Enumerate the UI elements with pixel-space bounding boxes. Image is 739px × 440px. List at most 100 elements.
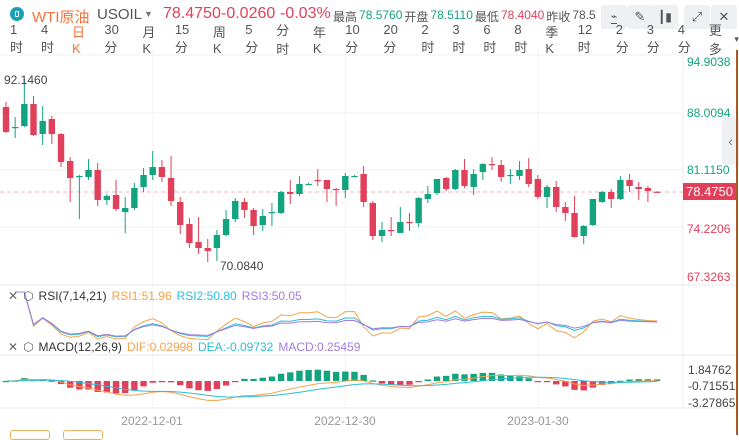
candle-body [562, 206, 569, 213]
settings-icon[interactable]: ⬡ [23, 289, 34, 303]
macd-histogram-bar [167, 381, 175, 383]
indicator-button[interactable]: ⌁ [601, 5, 627, 29]
candle-body [30, 103, 37, 136]
candle-body [635, 186, 642, 189]
macd-histogram-bar [387, 381, 395, 386]
chevron-down-icon: ▾ [734, 33, 739, 44]
candle-body [21, 103, 28, 127]
macd-histogram-bar [94, 381, 101, 392]
chevron-down-icon[interactable]: ▼ [144, 9, 153, 19]
candle-body [296, 183, 303, 194]
min-price-label: 70.0840 [220, 259, 264, 273]
candle-body [85, 169, 92, 177]
candle-body [406, 222, 413, 224]
tab-4[interactable]: 月K [142, 25, 156, 56]
bottom-button[interactable] [10, 430, 50, 440]
macd-histogram-bar [85, 381, 92, 390]
tab-8[interactable]: 分时 [276, 23, 290, 57]
macd-histogram-bar [112, 381, 120, 394]
tab-6[interactable]: 周K [212, 25, 226, 56]
macd-histogram-bar [177, 381, 184, 386]
macd-histogram-bar [342, 371, 349, 381]
macd-histogram-bar [241, 378, 248, 381]
tab-11[interactable]: 20分 [383, 22, 398, 55]
tab-19[interactable]: 3分 [646, 22, 660, 55]
stat-low: 78.4040 [500, 8, 545, 22]
candle-body [177, 201, 184, 226]
candle-body [287, 191, 294, 194]
tab-12[interactable]: 2时 [421, 22, 435, 55]
expand-button[interactable]: ⤢ [684, 5, 710, 29]
tab-18[interactable]: 2分 [615, 22, 629, 55]
expand-icon: ⤢ [691, 9, 703, 24]
price-change-pct: -0.03% [280, 5, 331, 22]
candle-body [598, 191, 606, 202]
candle-body [360, 173, 367, 202]
macd-histogram-bar [259, 377, 266, 381]
macd-histogram-bar [122, 381, 129, 394]
tab-5[interactable]: 15分 [174, 22, 190, 55]
candlestick-icon: ┃▮ [658, 10, 672, 24]
settings-icon[interactable]: ⬡ [23, 340, 34, 354]
tab-10[interactable]: 10分 [345, 22, 360, 55]
macd-histogram-bar [406, 381, 413, 385]
macd-histogram-bar [543, 381, 551, 383]
macd-histogram-bar [360, 374, 367, 381]
chart-type-button[interactable]: ┃▮ [652, 5, 678, 29]
y-axis-tick: 67.3263 [687, 270, 731, 284]
macd-histogram-bar [204, 381, 211, 391]
tab-3[interactable]: 30分 [104, 22, 119, 55]
candle-body [378, 230, 386, 237]
tab-21[interactable]: 更多 [708, 23, 722, 57]
tab-14[interactable]: 6时 [483, 22, 497, 55]
candle-body [213, 235, 221, 249]
tab-2[interactable]: 日K [71, 25, 85, 56]
tab-17[interactable]: 12时 [577, 22, 593, 55]
candle-body [195, 242, 202, 249]
stat-label: 最低 [474, 10, 499, 24]
macd-histogram-bar [140, 381, 147, 387]
tab-0[interactable]: 1时 [10, 22, 24, 55]
rsi-title: RSI(7,14,21) [38, 289, 107, 303]
macd-histogram-bar [314, 369, 321, 381]
tab-16[interactable]: 季K [545, 25, 559, 56]
close-button[interactable]: ✕ [711, 5, 737, 29]
macd-histogram-bar [305, 370, 312, 381]
x-axis-date: 2022-12-01 [121, 414, 183, 428]
tab-1[interactable]: 4时 [40, 22, 54, 55]
candle-body [543, 186, 551, 197]
chevron-left-icon: ‹ [728, 133, 733, 149]
tab-13[interactable]: 3时 [452, 22, 466, 55]
close-icon[interactable]: ✕ [8, 289, 19, 303]
candle-body [525, 169, 532, 184]
stat-label: 昨收 [546, 10, 571, 24]
candle-body [415, 197, 422, 224]
symbol-selector[interactable]: USOIL [97, 6, 143, 23]
tab-15[interactable]: 8时 [514, 22, 528, 55]
collapse-panel-button[interactable]: ‹ [722, 117, 739, 165]
tab-20[interactable]: 4分 [677, 22, 691, 55]
draw-button[interactable]: ✎ [627, 5, 653, 29]
rsi1-value: RSI1:51.96 [111, 289, 172, 303]
macd-histogram-bar [250, 378, 257, 381]
candle-body [397, 222, 404, 234]
current-price-label: 78.4750 [683, 183, 737, 200]
dea-line [5, 376, 658, 398]
instrument-icon [10, 7, 24, 21]
rsi-line-21 [15, 291, 658, 337]
dif-line [5, 374, 658, 401]
macd-histogram-bar [635, 379, 642, 381]
tab-9[interactable]: 年K [312, 25, 326, 56]
candle-body [332, 188, 340, 191]
indicator-icon: ⌁ [610, 11, 618, 24]
candle-body [433, 178, 441, 193]
candle-body [314, 179, 321, 182]
candle-body [158, 167, 166, 177]
bottom-button[interactable] [63, 430, 103, 440]
instrument-name[interactable]: WTI原油 [32, 9, 90, 26]
tab-7[interactable]: 5分 [245, 22, 259, 55]
candle-body [250, 209, 257, 227]
candle-body [488, 164, 496, 166]
close-icon[interactable]: ✕ [8, 340, 19, 354]
